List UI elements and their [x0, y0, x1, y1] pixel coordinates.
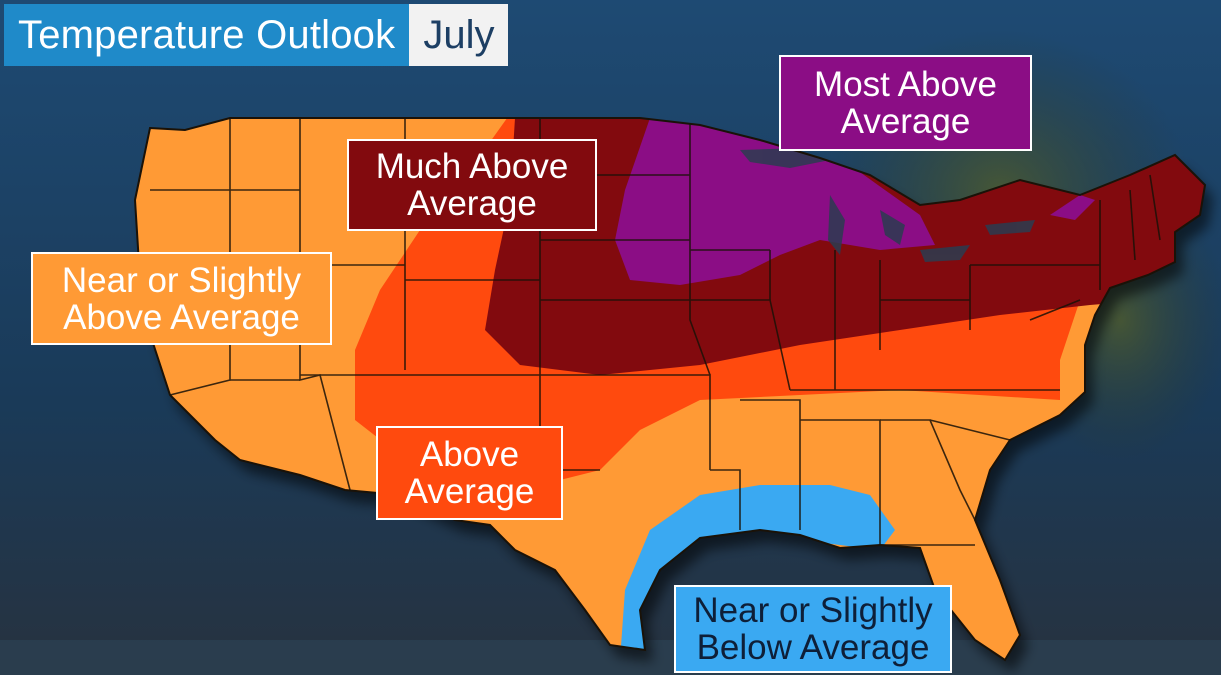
label-most-above-average: Most Above Average [779, 55, 1032, 151]
title-month: July [409, 4, 509, 66]
label-much-above-line2: Average [407, 184, 537, 223]
label-near-above-line2: Above Average [63, 297, 300, 337]
region-most-above-area [615, 118, 935, 285]
label-above-average: Above Average [376, 426, 563, 520]
label-near-below-average: Near or Slightly Below Average [674, 585, 952, 673]
region-near-below-area [620, 485, 895, 660]
label-near-above-average: Near or Slightly Above Average [31, 252, 332, 345]
label-most-above-line1: Most Above [814, 65, 997, 104]
label-most-above-line2: Average [840, 102, 971, 141]
label-near-below-line1: Near or Slightly [693, 591, 933, 630]
label-near-below-line2: Below Average [696, 628, 930, 667]
title-text: Temperature Outlook [4, 4, 410, 66]
title-bar: Temperature Outlook July [4, 4, 509, 66]
label-near-above-line1: Near or Slightly [61, 260, 302, 300]
label-above-line1: Above [419, 435, 520, 474]
label-much-above-average: Much Above Average [347, 139, 597, 231]
label-much-above-line1: Much Above [375, 147, 569, 186]
label-above-line2: Average [404, 472, 535, 511]
